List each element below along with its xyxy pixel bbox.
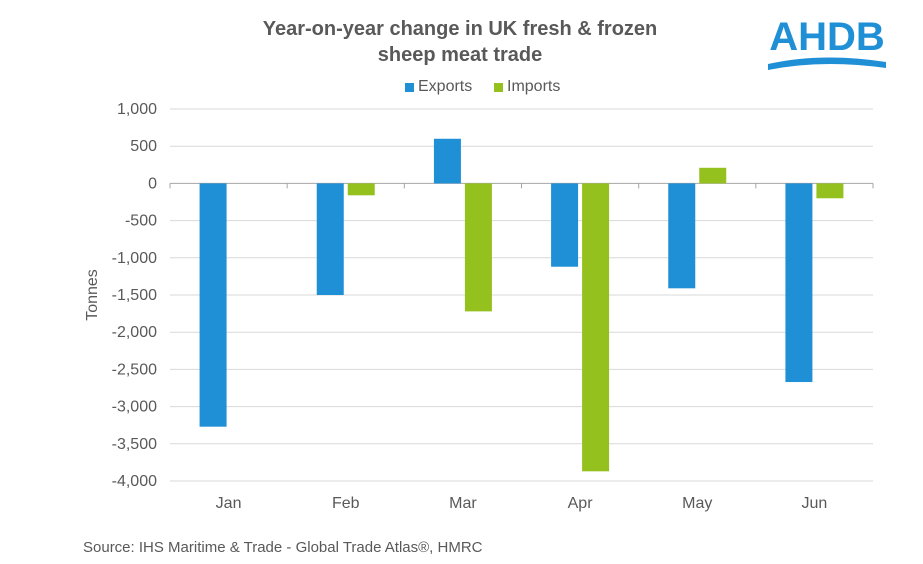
x-tick-label: Apr bbox=[568, 495, 594, 512]
bar-imports-jun bbox=[816, 183, 844, 199]
y-tick-label: -1,500 bbox=[112, 287, 157, 304]
x-tick-label: May bbox=[682, 495, 712, 512]
bar-imports-feb bbox=[347, 183, 375, 196]
y-axis-label: Tonnes bbox=[84, 269, 101, 321]
x-tick-labels: Jan Feb Mar Apr May Jun bbox=[216, 495, 828, 512]
y-tick-label: -2,500 bbox=[112, 361, 157, 378]
ahdb-logo: AHDB bbox=[768, 15, 886, 70]
bar-imports-apr bbox=[582, 183, 610, 472]
y-tick-labels: 1,000 500 0 -500 -1,000 -1,500 -2,000 -2,500 -3,… bbox=[112, 101, 157, 490]
x-tick-label: Feb bbox=[332, 495, 360, 512]
bar-exports-apr bbox=[551, 183, 579, 267]
bar-imports-mar bbox=[464, 183, 492, 312]
chart-title: Year-on-year change in UK fresh & frozen… bbox=[170, 16, 750, 68]
y-tick-label: -1,000 bbox=[112, 250, 157, 267]
logo-text: AHDB bbox=[769, 15, 885, 59]
logo-swoosh bbox=[768, 57, 886, 70]
bar-exports-mar bbox=[433, 138, 461, 184]
y-tick-label: 1,000 bbox=[117, 101, 157, 118]
legend-item-imports: Imports bbox=[494, 78, 560, 96]
y-tick-label: -4,000 bbox=[112, 473, 157, 490]
x-tick-label: Mar bbox=[449, 495, 477, 512]
y-tick-label: -2,000 bbox=[112, 324, 157, 341]
y-tick-label: -3,000 bbox=[112, 399, 157, 416]
bar-exports-may bbox=[668, 183, 696, 289]
y-tick-label: 500 bbox=[130, 138, 157, 155]
bar-exports-jan bbox=[199, 183, 227, 427]
bar-exports-feb bbox=[316, 183, 344, 295]
x-tick-label: Jan bbox=[216, 495, 242, 512]
legend-item-exports: Exports bbox=[405, 78, 472, 96]
x-tick-label: Jun bbox=[802, 495, 828, 512]
y-tick-label: -3,500 bbox=[112, 436, 157, 453]
bar-imports-may bbox=[699, 167, 727, 184]
bars bbox=[199, 138, 844, 472]
y-tick-label: 0 bbox=[148, 175, 157, 192]
source-note: Source: IHS Maritime & Trade - Global Tr… bbox=[83, 539, 483, 556]
legend: Exports Imports bbox=[0, 78, 923, 98]
legend-label-imports: Imports bbox=[507, 78, 561, 95]
legend-swatch-imports bbox=[494, 82, 503, 92]
chart-title-line-2: sheep meat trade bbox=[377, 44, 543, 66]
legend-swatch-exports bbox=[405, 82, 414, 92]
chart-title-line-1: Year-on-year change in UK fresh & frozen bbox=[262, 18, 658, 40]
gridlines bbox=[169, 108, 874, 482]
bar-exports-jun bbox=[785, 183, 813, 383]
y-tick-label: -500 bbox=[125, 213, 157, 230]
legend-label-exports: Exports bbox=[418, 78, 473, 95]
